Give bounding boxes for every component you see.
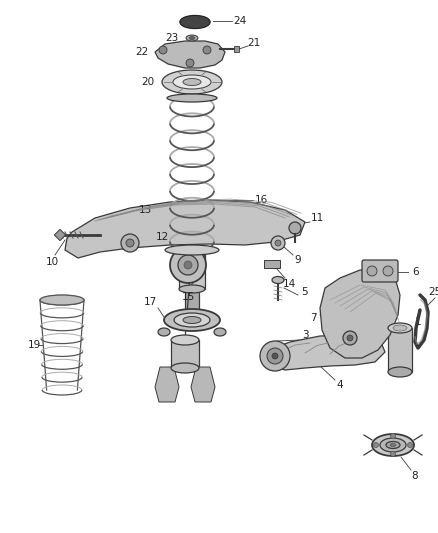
Circle shape: [126, 239, 134, 247]
Ellipse shape: [372, 434, 414, 456]
Text: 14: 14: [283, 279, 296, 289]
Polygon shape: [155, 41, 225, 68]
Circle shape: [347, 335, 353, 341]
Ellipse shape: [190, 36, 194, 39]
Ellipse shape: [214, 328, 226, 336]
Circle shape: [267, 348, 283, 364]
Circle shape: [391, 433, 396, 439]
Ellipse shape: [183, 78, 201, 85]
Text: 15: 15: [181, 292, 194, 302]
Text: 25: 25: [428, 287, 438, 297]
Text: 10: 10: [46, 257, 59, 267]
Ellipse shape: [272, 277, 284, 284]
Text: 17: 17: [143, 297, 157, 307]
Circle shape: [374, 442, 378, 448]
Circle shape: [272, 353, 278, 359]
Circle shape: [186, 59, 194, 67]
Text: 9: 9: [295, 255, 301, 265]
Text: 6: 6: [413, 267, 419, 277]
Text: 19: 19: [27, 340, 41, 350]
Polygon shape: [264, 260, 280, 268]
Ellipse shape: [171, 363, 199, 373]
Text: 16: 16: [254, 195, 268, 205]
Circle shape: [184, 261, 192, 269]
Ellipse shape: [183, 317, 201, 324]
Text: 2: 2: [371, 315, 377, 325]
Circle shape: [121, 234, 139, 252]
Text: 20: 20: [141, 77, 155, 87]
Circle shape: [159, 46, 167, 54]
Polygon shape: [65, 200, 305, 258]
Ellipse shape: [167, 94, 217, 102]
Text: 23: 23: [166, 33, 179, 43]
Ellipse shape: [179, 285, 205, 293]
Ellipse shape: [386, 441, 400, 448]
Circle shape: [203, 46, 211, 54]
Bar: [54, 229, 66, 241]
Bar: [185, 289, 199, 319]
Circle shape: [343, 331, 357, 345]
Bar: [171, 340, 199, 368]
Text: 1: 1: [415, 317, 421, 327]
Polygon shape: [191, 367, 215, 402]
Ellipse shape: [390, 443, 396, 447]
Ellipse shape: [186, 35, 198, 41]
Polygon shape: [155, 367, 179, 402]
Ellipse shape: [180, 15, 210, 28]
Ellipse shape: [388, 367, 412, 377]
Text: 7: 7: [310, 313, 316, 323]
Bar: [179, 254, 205, 289]
Ellipse shape: [158, 328, 170, 336]
Text: 3: 3: [302, 330, 308, 340]
Polygon shape: [320, 270, 400, 358]
Circle shape: [407, 442, 413, 448]
Ellipse shape: [173, 75, 211, 89]
Ellipse shape: [174, 313, 210, 327]
Bar: [388, 328, 412, 372]
Text: 21: 21: [247, 38, 261, 48]
Ellipse shape: [179, 250, 205, 258]
Ellipse shape: [185, 316, 199, 322]
Ellipse shape: [40, 295, 84, 305]
Circle shape: [289, 222, 301, 234]
Circle shape: [178, 255, 198, 275]
Circle shape: [367, 266, 377, 276]
Ellipse shape: [162, 70, 222, 94]
Text: 4: 4: [337, 380, 343, 390]
Polygon shape: [263, 335, 385, 370]
Ellipse shape: [165, 245, 219, 255]
Ellipse shape: [164, 309, 220, 331]
Ellipse shape: [171, 335, 199, 345]
Text: 24: 24: [233, 16, 247, 26]
Ellipse shape: [393, 325, 407, 331]
Circle shape: [260, 341, 290, 371]
Bar: [234, 46, 239, 52]
Text: 12: 12: [155, 232, 169, 242]
Ellipse shape: [388, 323, 412, 333]
Circle shape: [271, 236, 285, 250]
Circle shape: [391, 451, 396, 456]
Ellipse shape: [380, 438, 406, 452]
Circle shape: [275, 240, 281, 246]
Text: 22: 22: [135, 47, 148, 57]
Circle shape: [170, 247, 206, 283]
Text: 5: 5: [301, 287, 307, 297]
Text: 11: 11: [311, 213, 324, 223]
Text: 13: 13: [138, 205, 152, 215]
FancyBboxPatch shape: [362, 260, 398, 282]
Text: 8: 8: [412, 471, 418, 481]
Circle shape: [383, 266, 393, 276]
